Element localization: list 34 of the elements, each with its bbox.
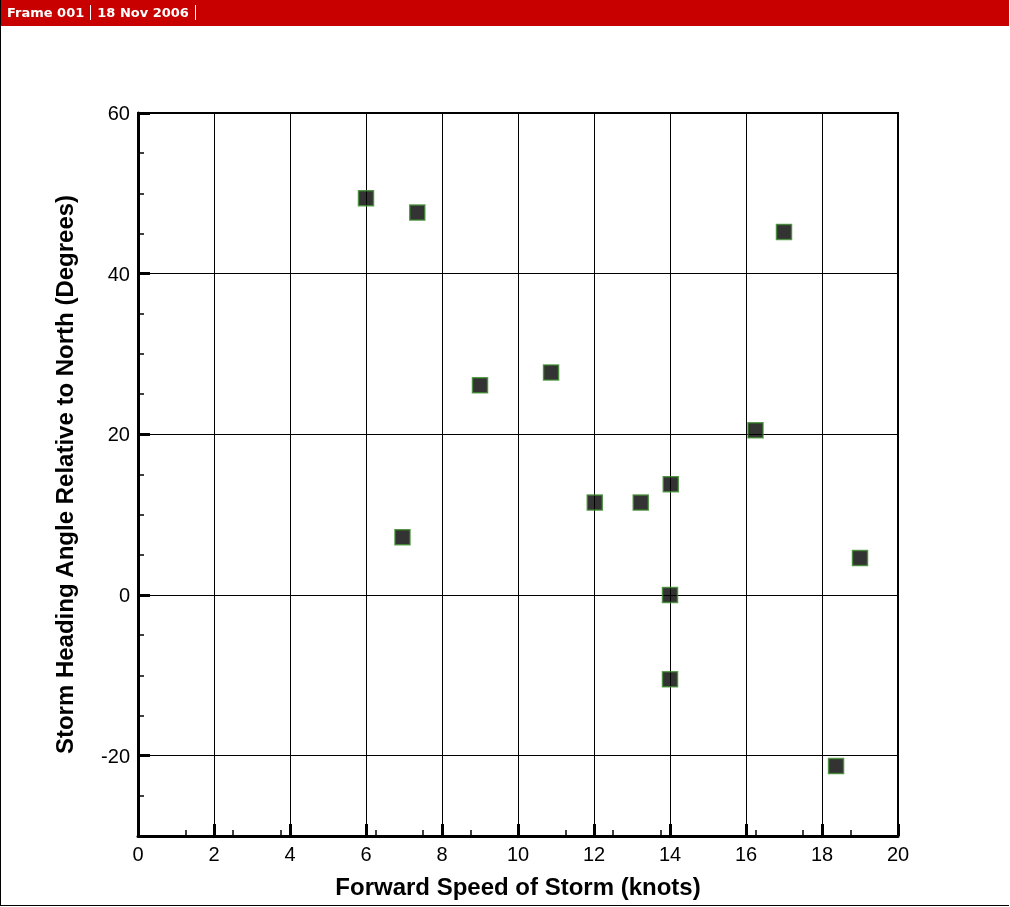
- y-tick-label: 40: [107, 262, 130, 285]
- x-tick-label: 18: [810, 843, 834, 865]
- x-tick-label: 8: [436, 843, 448, 865]
- x-tick-label: 2: [208, 843, 220, 865]
- y-tick-label: 0: [118, 584, 130, 606]
- text: 18 Nov 2006: [91, 5, 196, 20]
- x-tick-label: 0: [132, 843, 144, 865]
- x-tick-label: 20: [886, 843, 910, 865]
- point: [775, 223, 793, 241]
- point: [357, 189, 375, 207]
- x-tick-label: 12: [582, 843, 606, 865]
- y-tick-label: -20: [101, 744, 130, 767]
- point: [747, 422, 764, 439]
- y-tick-label: 60: [107, 102, 130, 124]
- text: Frame 001: [1, 5, 92, 20]
- x-tick-label: 4: [284, 843, 296, 865]
- point: [632, 494, 649, 511]
- x-tick-label: 6: [360, 843, 372, 865]
- y-axis-title: Storm Heading Angle Relative to North (Degrees): [50, 194, 78, 755]
- point: [586, 494, 604, 511]
- x-axis-title: Forward Speed of Storm (knots): [335, 872, 701, 900]
- x-tick-label: 16: [734, 843, 758, 865]
- point: [394, 528, 411, 546]
- point: [409, 204, 426, 221]
- point: [827, 757, 845, 775]
- point: [662, 475, 680, 493]
- point: [661, 671, 679, 688]
- x-tick-label: 14: [658, 843, 682, 865]
- point: [851, 549, 869, 567]
- point: [471, 377, 489, 394]
- x-tick-label: 10: [506, 843, 530, 865]
- point: [542, 364, 560, 381]
- point: [661, 586, 679, 604]
- y-tick-label: 20: [107, 423, 130, 446]
